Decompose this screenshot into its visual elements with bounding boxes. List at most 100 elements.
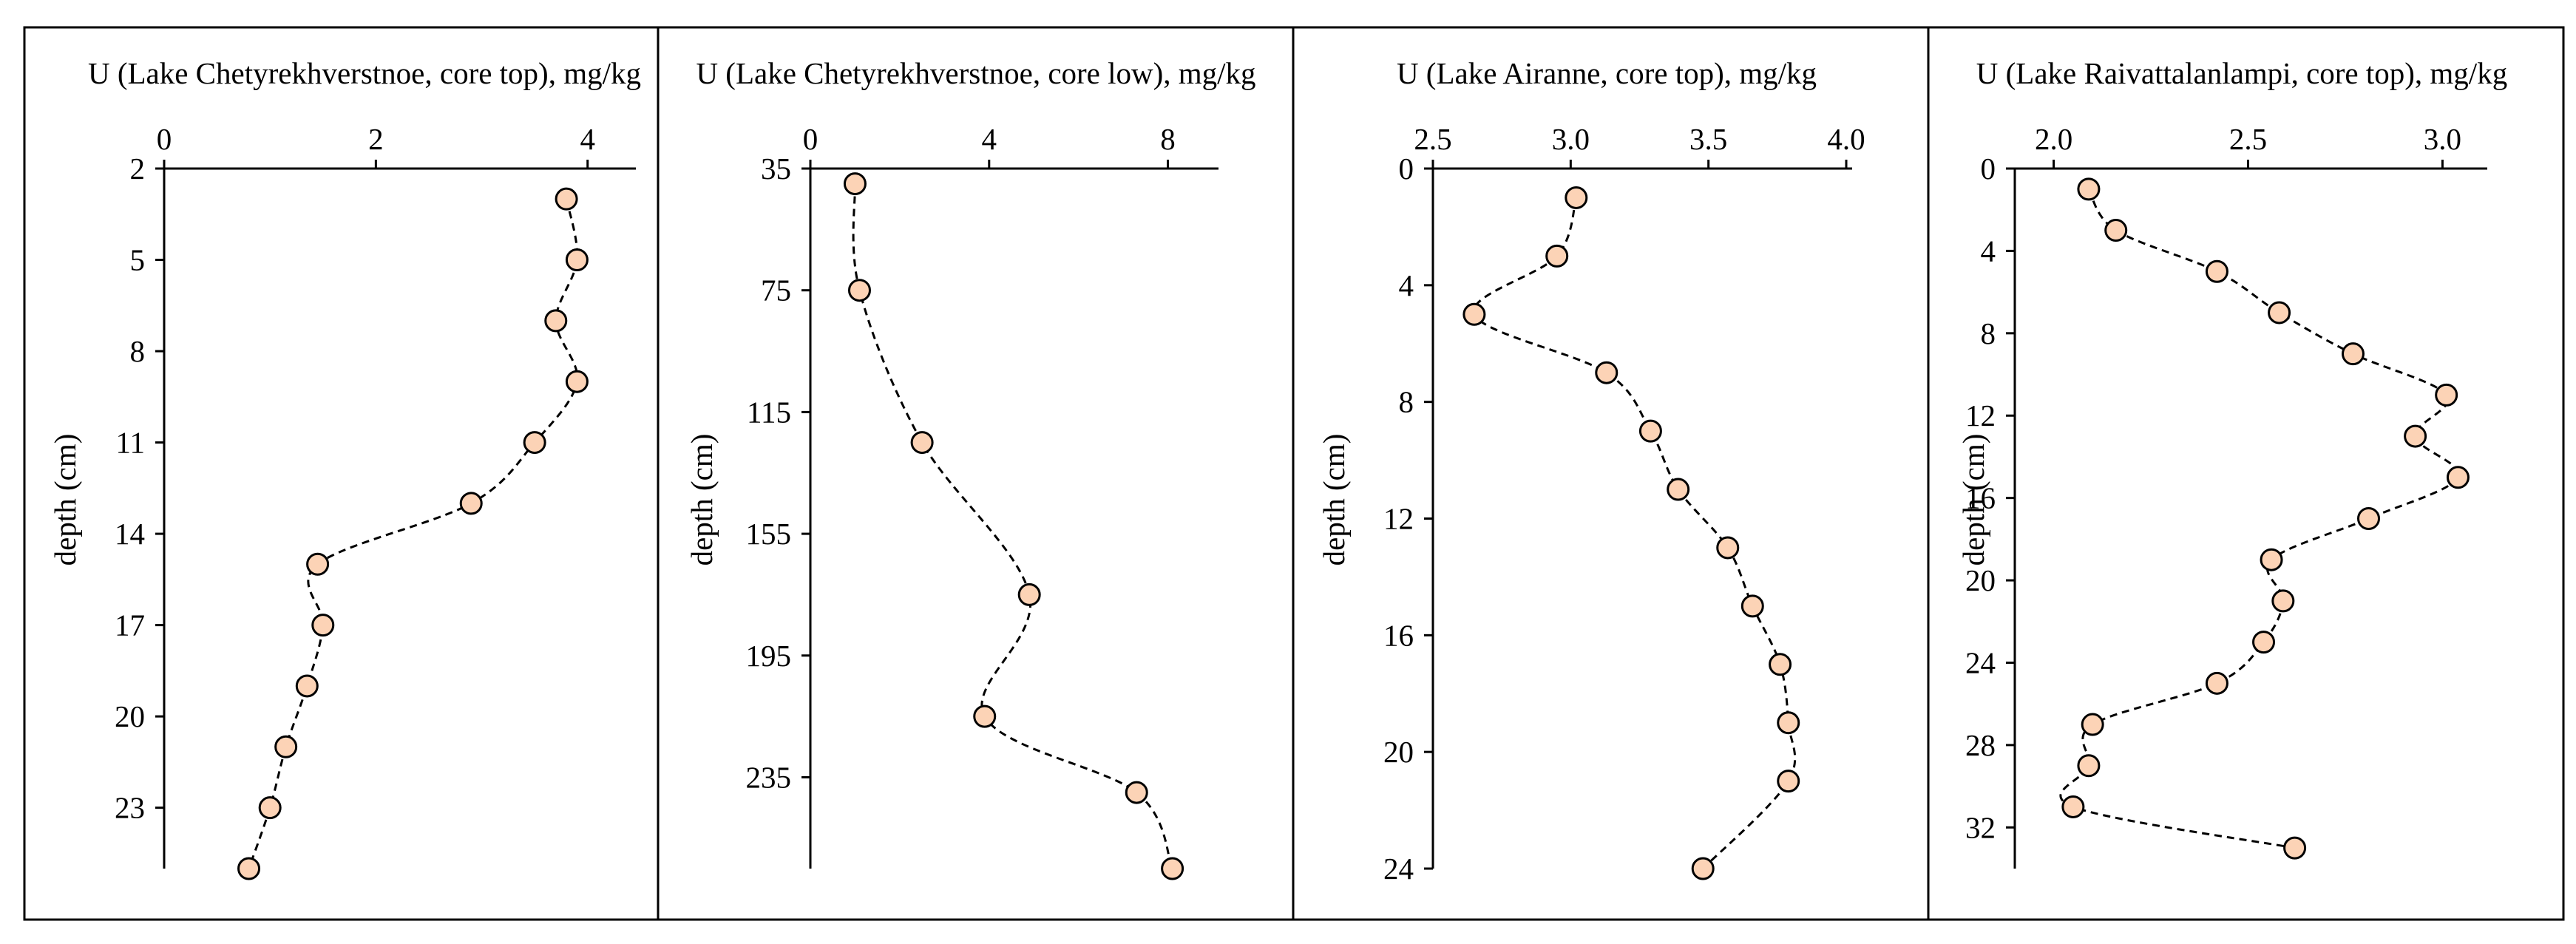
data-point — [1769, 653, 1792, 676]
data-point — [1691, 857, 1715, 880]
y-axis-label: depth (cm) — [685, 434, 719, 566]
data-point — [2081, 713, 2104, 736]
x-tick-label: 2 — [368, 122, 384, 156]
data-points — [2061, 177, 2470, 860]
x-tick-label: 3.0 — [2424, 122, 2461, 156]
data-point — [1638, 419, 1662, 443]
data-point — [2435, 383, 2458, 407]
y-tick-label: 5 — [130, 243, 146, 277]
data-point — [1017, 583, 1041, 606]
y-axis-label: depth (cm) — [48, 434, 82, 566]
y-tick-label: 4 — [1981, 234, 1996, 268]
data-point — [1595, 361, 1619, 384]
y-tick-label: 12 — [1965, 398, 1996, 432]
data-point — [555, 187, 578, 211]
y-ticks: 0 4 8 12 16 20 24 28 32 — [1965, 152, 2015, 844]
data-point — [544, 309, 568, 333]
data-point — [2283, 836, 2307, 860]
data-point — [1667, 478, 1690, 501]
data-points — [1462, 186, 1800, 880]
data-point — [1741, 594, 1764, 618]
data-point — [2446, 466, 2470, 489]
data-point — [1545, 244, 1569, 268]
data-point — [910, 431, 934, 455]
x-tick-label: 0 — [803, 122, 818, 156]
data-point — [459, 492, 483, 515]
panel-title: U (Lake Raivattalanlampi, core top), mg/… — [1976, 56, 2507, 90]
data-point — [274, 735, 298, 758]
y-tick-label: 4 — [1399, 268, 1414, 302]
y-tick-label: 11 — [116, 426, 145, 460]
y-tick-label: 35 — [761, 152, 791, 186]
y-tick-label: 8 — [1399, 385, 1414, 419]
y-tick-label: 0 — [1981, 152, 1996, 186]
data-point — [306, 552, 330, 576]
data-point — [1125, 781, 1148, 804]
panel-title: U (Lake Chetyrekhverstnoe, core top), mg… — [88, 56, 641, 90]
y-tick-label: 24 — [1965, 645, 1996, 679]
data-point — [1565, 186, 1588, 209]
y-ticks: 35 75 115 155 195 235 — [746, 152, 810, 794]
y-tick-label: 23 — [115, 791, 145, 825]
y-axis-label: depth (cm) — [1956, 434, 1990, 566]
data-point — [523, 431, 546, 455]
panel-raivattalanlampi-core-top: U (Lake Raivattalanlampi, core top), mg/… — [1956, 56, 2507, 869]
y-axis-label: depth (cm) — [1317, 434, 1351, 566]
y-tick-label: 24 — [1383, 852, 1414, 886]
data-point — [2268, 301, 2291, 325]
x-tick-label: 2.5 — [2229, 122, 2267, 156]
x-tick-label: 4.0 — [1827, 122, 1865, 156]
data-point — [1161, 857, 1184, 880]
x-tick-label: 3.0 — [1552, 122, 1590, 156]
x-ticks: 0 4 8 — [803, 122, 1176, 169]
panel-chetyrekhverstnoe-core-top: U (Lake Chetyrekhverstnoe, core top), mg… — [48, 56, 641, 880]
data-point — [1777, 770, 1800, 793]
y-tick-label: 20 — [1965, 563, 1996, 597]
data-point — [2104, 219, 2128, 242]
panel-title: U (Lake Airanne, core top), mg/kg — [1397, 56, 1817, 90]
y-tick-label: 20 — [115, 699, 145, 733]
panel-chetyrekhverstnoe-core-low: U (Lake Chetyrekhverstnoe, core low), mg… — [685, 56, 1256, 880]
x-tick-label: 0 — [157, 122, 172, 156]
data-point — [565, 248, 589, 272]
data-point — [2341, 342, 2365, 366]
x-tick-label: 3.5 — [1689, 122, 1727, 156]
data-point — [847, 279, 871, 302]
axes — [809, 167, 1218, 869]
y-ticks: 0 4 8 12 16 20 24 — [1383, 152, 1433, 886]
y-tick-label: 14 — [115, 517, 145, 551]
data-point — [843, 172, 867, 196]
axes — [2013, 167, 2487, 869]
data-point — [2252, 631, 2276, 654]
x-tick-label: 8 — [1160, 122, 1176, 156]
y-tick-label: 16 — [1383, 618, 1414, 652]
y-tick-label: 75 — [761, 274, 791, 308]
y-tick-label: 28 — [1965, 728, 1996, 762]
data-point — [1462, 302, 1486, 326]
panel-title: U (Lake Chetyrekhverstnoe, core low), mg… — [696, 56, 1255, 90]
x-ticks: 2.0 2.5 3.0 — [2035, 122, 2461, 169]
x-tick-label: 2.5 — [1414, 122, 1451, 156]
y-tick-label: 0 — [1399, 152, 1414, 186]
data-point — [2077, 177, 2101, 201]
data-point — [2271, 589, 2295, 613]
y-tick-label: 8 — [1981, 316, 1996, 350]
data-point — [2404, 424, 2427, 448]
y-tick-label: 235 — [746, 760, 792, 794]
y-ticks: 2 5 8 11 14 17 20 23 — [115, 152, 164, 825]
y-tick-label: 12 — [1383, 502, 1414, 536]
data-point — [311, 614, 335, 637]
data-point — [295, 674, 319, 698]
y-tick-label: 17 — [115, 608, 145, 642]
y-tick-label: 115 — [747, 395, 791, 429]
x-tick-label: 4 — [982, 122, 997, 156]
x-ticks: 2.5 3.0 3.5 4.0 — [1414, 122, 1865, 169]
y-tick-label: 16 — [1965, 481, 1996, 515]
data-point — [1777, 711, 1800, 735]
axes — [163, 167, 636, 869]
y-tick-label: 195 — [746, 639, 792, 673]
x-ticks: 0 2 4 — [157, 122, 595, 169]
y-tick-label: 155 — [746, 517, 792, 551]
y-tick-label: 8 — [130, 334, 146, 368]
